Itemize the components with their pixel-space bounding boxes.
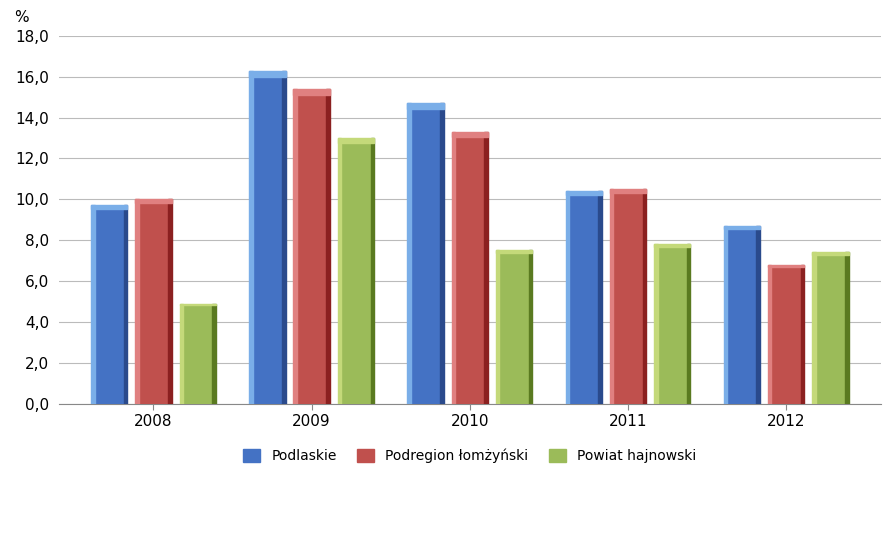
- Bar: [452, 132, 488, 404]
- Bar: [565, 191, 602, 404]
- Bar: [768, 265, 805, 267]
- Bar: [610, 189, 614, 404]
- Bar: [91, 205, 95, 404]
- Bar: [485, 132, 488, 404]
- Bar: [495, 251, 499, 404]
- Bar: [326, 89, 330, 404]
- Bar: [135, 199, 172, 203]
- Bar: [565, 191, 569, 404]
- Bar: [452, 132, 488, 137]
- Bar: [724, 226, 760, 404]
- Bar: [654, 245, 691, 404]
- Bar: [642, 189, 646, 404]
- Bar: [135, 199, 139, 404]
- Bar: [654, 245, 691, 247]
- Bar: [768, 265, 771, 404]
- Bar: [179, 304, 216, 305]
- Bar: [371, 138, 375, 404]
- Bar: [452, 132, 455, 404]
- Bar: [168, 199, 172, 404]
- Bar: [338, 138, 375, 143]
- Bar: [249, 71, 286, 77]
- Legend: Podlaskie, Podregion łomżyński, Powiat hajnowski: Podlaskie, Podregion łomżyński, Powiat h…: [237, 442, 703, 470]
- Bar: [91, 205, 127, 404]
- Bar: [249, 71, 286, 404]
- Bar: [408, 103, 444, 109]
- Bar: [135, 199, 172, 404]
- Bar: [495, 251, 532, 404]
- Bar: [294, 89, 330, 94]
- Bar: [756, 226, 760, 404]
- Bar: [338, 138, 341, 404]
- Bar: [179, 304, 216, 404]
- Bar: [408, 103, 444, 404]
- Bar: [91, 205, 127, 209]
- Y-axis label: %: %: [14, 10, 29, 25]
- Bar: [565, 191, 602, 195]
- Bar: [529, 251, 532, 404]
- Bar: [610, 189, 646, 193]
- Bar: [179, 304, 183, 404]
- Bar: [249, 71, 253, 404]
- Bar: [599, 191, 602, 404]
- Bar: [495, 251, 532, 253]
- Bar: [768, 265, 805, 404]
- Bar: [724, 226, 760, 229]
- Bar: [124, 205, 127, 404]
- Bar: [294, 89, 297, 404]
- Bar: [212, 304, 216, 404]
- Bar: [408, 103, 411, 404]
- Bar: [845, 252, 849, 404]
- Bar: [338, 138, 375, 404]
- Bar: [440, 103, 444, 404]
- Bar: [687, 245, 691, 404]
- Bar: [801, 265, 805, 404]
- Bar: [813, 252, 849, 404]
- Bar: [813, 252, 849, 255]
- Bar: [282, 71, 286, 404]
- Bar: [724, 226, 728, 404]
- Bar: [813, 252, 815, 404]
- Bar: [610, 189, 646, 404]
- Bar: [654, 245, 658, 404]
- Bar: [294, 89, 330, 404]
